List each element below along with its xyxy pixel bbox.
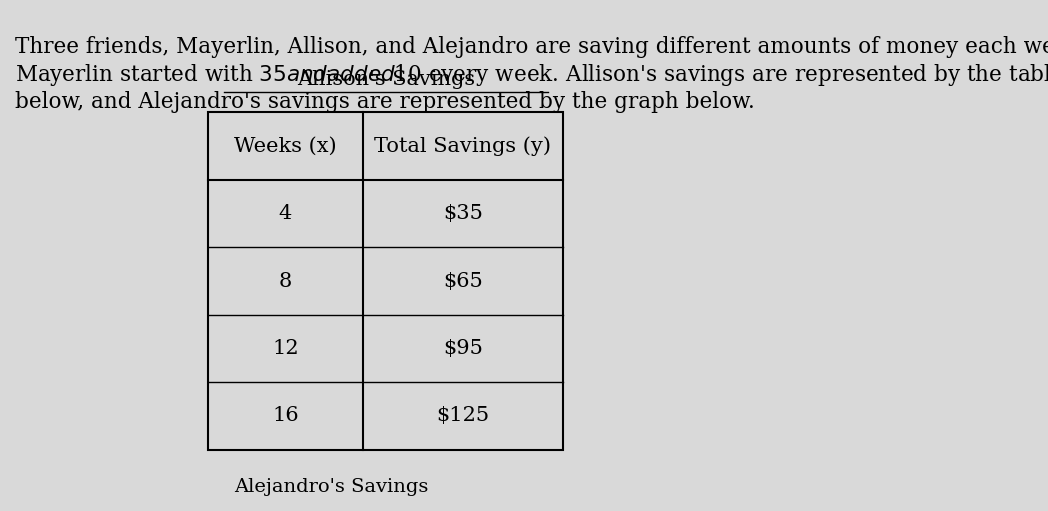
Text: Three friends, Mayerlin, Allison, and Alejandro are saving different amounts of : Three friends, Mayerlin, Allison, and Al… [16, 36, 1048, 113]
Bar [209, 112, 563, 450]
Text: Weeks (x): Weeks (x) [234, 136, 336, 156]
Text: $95: $95 [443, 339, 483, 358]
Text: 4: 4 [279, 204, 292, 223]
Text: 16: 16 [272, 406, 299, 426]
Text: $125: $125 [436, 406, 489, 426]
Text: 12: 12 [272, 339, 299, 358]
Text: $35: $35 [443, 204, 483, 223]
Text: Alejandro's Savings: Alejandro's Savings [235, 478, 429, 496]
Text: Total Savings (y): Total Savings (y) [374, 136, 551, 156]
Text: 8: 8 [279, 271, 292, 291]
Text: Allison's Savings: Allison's Savings [297, 71, 475, 89]
Text: $65: $65 [443, 271, 483, 291]
